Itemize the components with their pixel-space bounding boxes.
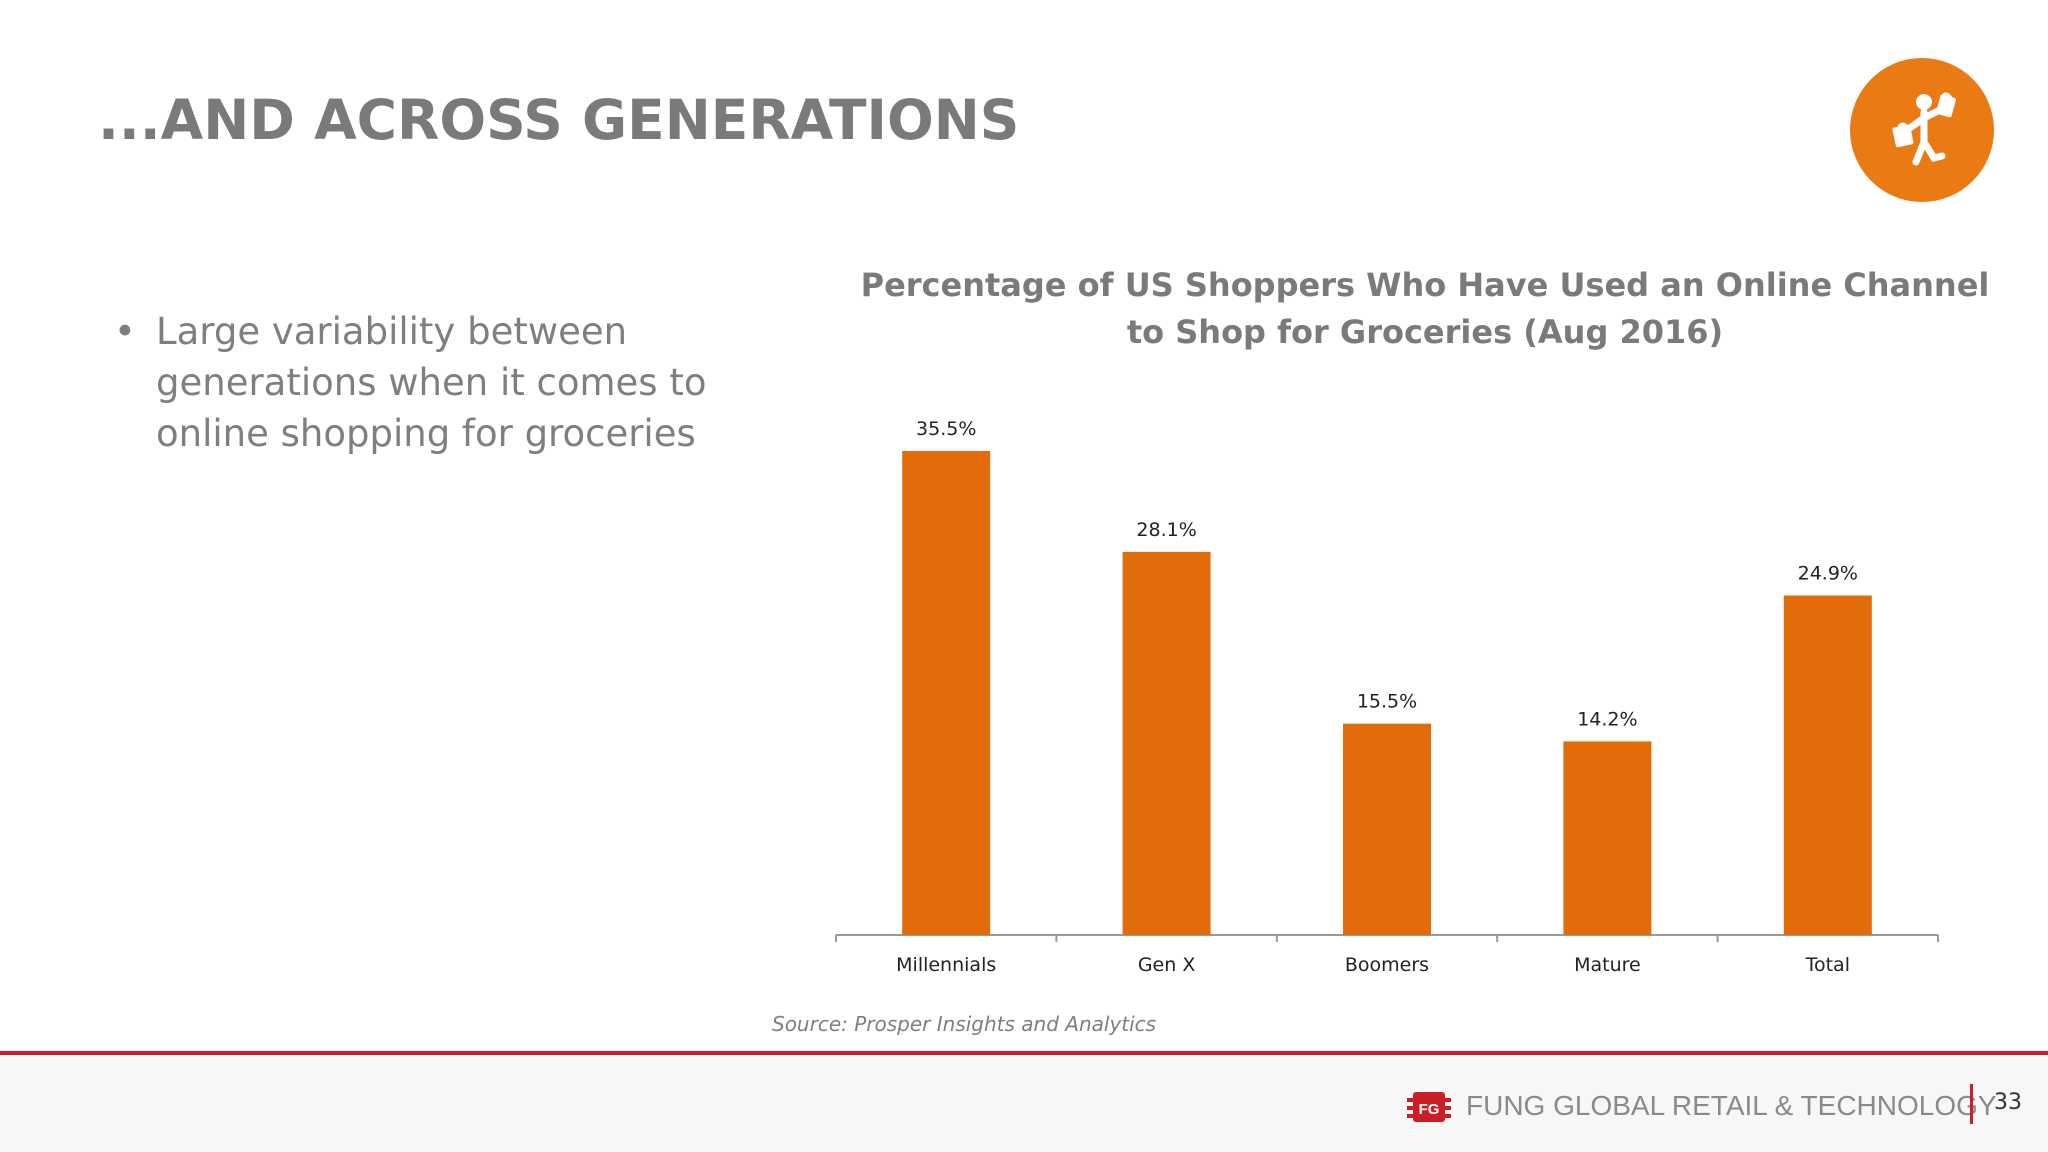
data-label: 14.2% [1577,708,1637,730]
footer-band [0,1052,2048,1152]
x-tick-label: Gen X [1138,954,1196,976]
shopper-badge [1850,58,1994,202]
fung-logo-icon: FG [1407,1092,1451,1122]
bullet-text: Large variability between generations wh… [156,310,707,455]
footer-rule [0,1051,2048,1055]
shopper-with-bags-icon [1892,92,1956,166]
bar-gen-x [1122,551,1211,935]
bullet-item: • Large variability between generations … [114,306,734,459]
bar-boomers [1343,723,1431,935]
x-tick-label: Boomers [1345,954,1429,976]
slide-title: ...AND ACROSS GENERATIONS [98,88,1020,152]
x-tick-label: Mature [1574,954,1641,976]
bullet-dot: • [114,310,136,353]
x-tick-label: Millennials [896,954,996,976]
bar-millennials [902,451,991,935]
logo-letters: FG [1419,1101,1440,1118]
data-label: 24.9% [1798,563,1858,585]
brand-name: FUNG GLOBAL RETAIL & TECHNOLOGY [1466,1090,1997,1121]
bar-total [1783,595,1872,935]
x-tick-label: Total [1805,954,1850,976]
bullet-list: • Large variability between generations … [114,306,734,459]
page-number: 33 [1994,1090,2022,1115]
data-label: 15.5% [1357,691,1417,713]
source-note: Source: Prosper Insights and Analytics [772,1012,1157,1036]
data-label: 35.5% [916,418,976,440]
bar-mature [1563,741,1652,935]
data-label: 28.1% [1136,519,1196,541]
chart-title: Percentage of US Shoppers Who Have Used … [860,266,1990,351]
bar-chart: 35.5% Millennials 28.1% Gen X 15.5% Boomers 14… [835,418,1939,976]
footer-separator [1970,1084,1973,1124]
